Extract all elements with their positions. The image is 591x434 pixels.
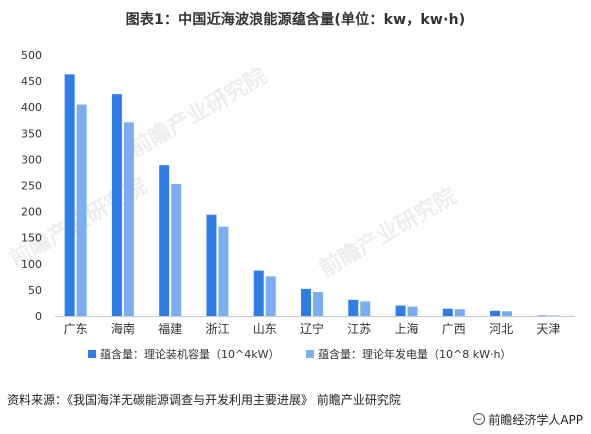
- bar: [395, 305, 406, 316]
- x-tick-label: 河北: [489, 322, 513, 336]
- app-logo-icon: [473, 413, 486, 425]
- legend-label: 蕴含量：理论年发电量（10^8 kW·h）: [318, 347, 511, 361]
- bar: [537, 315, 548, 316]
- legend-label: 蕴含量：理论装机容量（10^4kW）: [100, 347, 279, 361]
- y-tick-label: 250: [21, 180, 42, 193]
- x-tick-label: 广东: [64, 322, 88, 336]
- y-tick-label: 450: [21, 75, 42, 88]
- x-tick-label: 天津: [536, 322, 560, 336]
- legend-swatch: [88, 350, 96, 358]
- bar: [407, 306, 418, 316]
- bar: [111, 94, 122, 317]
- bar: [490, 310, 501, 316]
- bar: [76, 104, 87, 316]
- y-tick-label: 350: [21, 127, 42, 140]
- x-tick-label: 辽宁: [300, 321, 324, 336]
- bar: [360, 301, 371, 316]
- chart-title: 图表1：中国近海波浪能源蕴含量(单位：kw，kw·h): [125, 12, 466, 28]
- bar: [313, 291, 323, 316]
- bar: [64, 74, 75, 317]
- bar: [159, 165, 170, 316]
- x-tick-label: 广西: [442, 322, 466, 336]
- y-tick-label: 0: [35, 310, 42, 323]
- y-tick-label: 150: [21, 232, 42, 245]
- bar: [171, 183, 182, 316]
- bar: [123, 122, 134, 316]
- x-tick-label: 山东: [253, 322, 277, 336]
- x-tick-label: 江苏: [347, 322, 371, 336]
- bar: [253, 270, 264, 316]
- y-tick-label: 50: [28, 284, 42, 297]
- y-tick-label: 400: [21, 101, 42, 114]
- y-tick-label: 100: [21, 258, 42, 271]
- x-tick-label: 浙江: [205, 322, 229, 336]
- y-tick-label: 500: [21, 49, 42, 62]
- bar: [301, 288, 311, 316]
- y-tick-label: 300: [21, 153, 42, 166]
- bar-chart: 0 50 100 150 200 250 300 350 400 450 500 广东 海南 福建 浙江 山东…: [21, 49, 575, 361]
- bar: [442, 308, 453, 316]
- x-tick-label: 海南: [111, 321, 135, 336]
- bar: [348, 299, 359, 316]
- bar: [265, 276, 276, 316]
- bar: [206, 214, 217, 316]
- x-tick-label: 福建: [158, 321, 182, 336]
- bar: [502, 311, 513, 316]
- legend-swatch: [306, 350, 314, 358]
- app-credit: 前瞻经济学人APP: [473, 411, 583, 428]
- app-label: 前瞻经济学人APP: [488, 413, 583, 427]
- source-note: 资料来源：《我国海洋无碳能源调查与开发利用主要进展》 前瞻产业研究院: [7, 393, 401, 407]
- x-tick-label: 上海: [395, 321, 419, 336]
- bar: [218, 226, 229, 316]
- bar: [454, 309, 465, 316]
- y-tick-label: 200: [21, 206, 42, 219]
- bar: [549, 315, 560, 316]
